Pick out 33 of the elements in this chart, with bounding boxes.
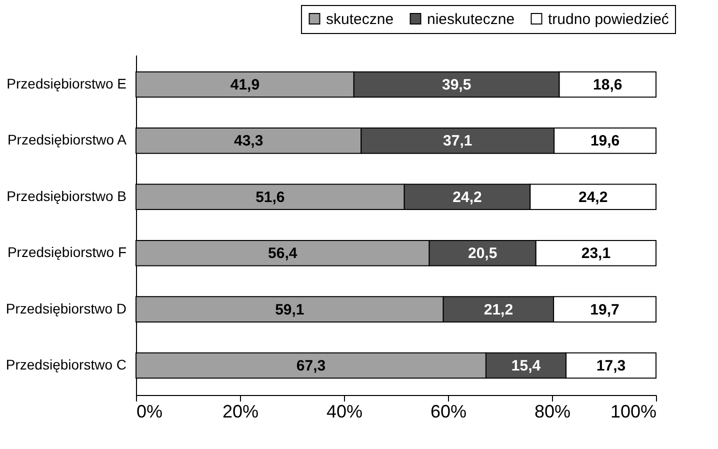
data-label: 19,7	[590, 301, 620, 318]
x-tick-label: 40%	[326, 402, 363, 422]
data-label: 18,6	[593, 76, 622, 94]
data-label: 51,6	[256, 188, 285, 206]
y-tick-label: Przedsiębiorstwo F	[7, 244, 126, 260]
legend-label: skuteczne	[326, 10, 394, 28]
x-tick-label: 60%	[430, 402, 467, 422]
y-tick-label: Przedsiębiorstwo C	[6, 356, 126, 372]
data-label: 24,2	[452, 188, 482, 206]
y-tick-label: Przedsiębiorstwo E	[6, 76, 126, 92]
y-tick-label: Przedsiębiorstwo A	[7, 132, 128, 148]
y-tick-label: Przedsiębiorstwo D	[6, 300, 126, 316]
data-label: 59,1	[275, 301, 304, 318]
data-label: 41,9	[230, 76, 260, 94]
data-label: 24,2	[578, 188, 608, 206]
y-tick-label: Przedsiębiorstwo B	[6, 188, 126, 204]
x-tick-label: 0%	[136, 402, 163, 422]
data-label: 17,3	[596, 357, 626, 374]
data-label: 39,5	[442, 76, 472, 94]
data-label: 43,3	[234, 132, 264, 150]
legend-label: nieskuteczne	[427, 10, 515, 28]
data-label: 21,2	[484, 301, 514, 318]
data-label: 56,4	[268, 245, 298, 262]
data-label: 23,1	[581, 245, 611, 262]
x-tick-label: 80%	[534, 402, 571, 422]
legend-label: trudno powiedzieć	[548, 10, 670, 28]
data-label: 20,5	[468, 245, 498, 262]
data-label: 67,3	[296, 357, 326, 374]
x-tick-label: 20%	[222, 402, 259, 422]
data-label: 15,4	[511, 357, 542, 374]
x-tick-label: 100%	[610, 402, 656, 422]
data-label: 19,6	[590, 132, 620, 150]
data-label: 37,1	[443, 132, 472, 150]
